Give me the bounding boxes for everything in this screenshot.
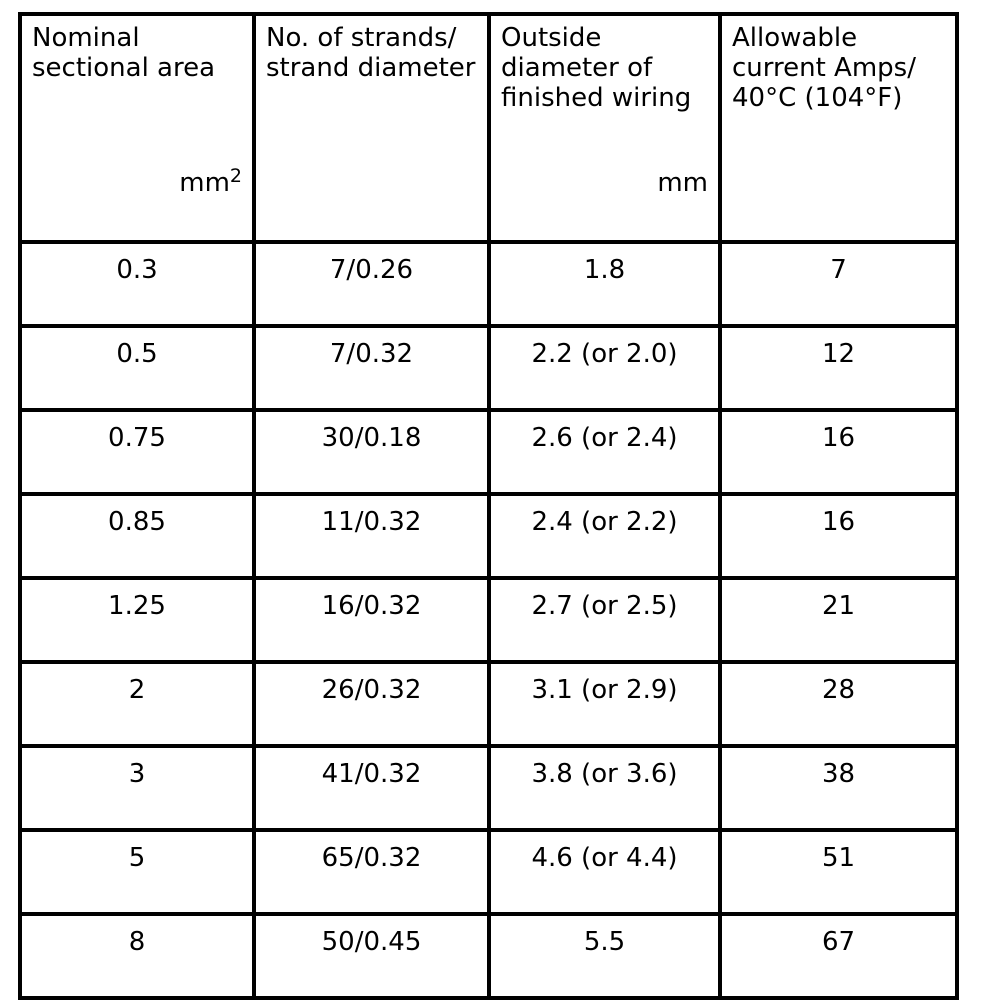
- unit-mm2: mm2: [179, 165, 242, 199]
- header-title-outside-diameter: Outside diameter of finished wiring: [501, 23, 692, 113]
- table-row: 0.5 7/0.32 2.2 (or 2.0) 12: [18, 324, 959, 412]
- cell-nominal-area: 8: [18, 912, 256, 1000]
- cell-strands: 26/0.32: [252, 660, 491, 748]
- cell-outside-diameter: 2.7 (or 2.5): [487, 576, 722, 664]
- cell-nominal-area: 0.85: [18, 492, 256, 580]
- cell-outside-diameter: 1.8: [487, 240, 722, 328]
- cell-nominal-area: 3: [18, 744, 256, 832]
- cell-allowable-current: 38: [718, 744, 959, 832]
- table-row: 5 65/0.32 4.6 (or 4.4) 51: [18, 828, 959, 916]
- table-row: 8 50/0.45 5.5 67: [18, 912, 959, 1000]
- cell-nominal-area: 0.5: [18, 324, 256, 412]
- cell-outside-diameter: 3.1 (or 2.9): [487, 660, 722, 748]
- cell-outside-diameter: 2.6 (or 2.4): [487, 408, 722, 496]
- wire-size-table: Nominal sectional area mm2 No. of strand…: [18, 12, 959, 1000]
- header-title-allowable-current: Allowable current Amps/ 40°C (104°F): [732, 23, 916, 113]
- cell-outside-diameter: 2.4 (or 2.2): [487, 492, 722, 580]
- cell-nominal-area: 2: [18, 660, 256, 748]
- header-outside-diameter: Outside diameter of finished wiring mm: [487, 12, 722, 244]
- cell-allowable-current: 12: [718, 324, 959, 412]
- cell-strands: 7/0.26: [252, 240, 491, 328]
- cell-outside-diameter: 3.8 (or 3.6): [487, 744, 722, 832]
- header-row: Nominal sectional area mm2 No. of strand…: [18, 12, 959, 244]
- cell-strands: 50/0.45: [252, 912, 491, 1000]
- cell-allowable-current: 21: [718, 576, 959, 664]
- cell-strands: 41/0.32: [252, 744, 491, 832]
- cell-allowable-current: 16: [718, 408, 959, 496]
- header-allowable-current: Allowable current Amps/ 40°C (104°F): [718, 12, 959, 244]
- header-title-nominal-sectional-area: Nominal sectional area: [32, 23, 216, 83]
- table-row: 3 41/0.32 3.8 (or 3.6) 38: [18, 744, 959, 832]
- table-row: 0.85 11/0.32 2.4 (or 2.2) 16: [18, 492, 959, 580]
- cell-allowable-current: 67: [718, 912, 959, 1000]
- cell-nominal-area: 0.75: [18, 408, 256, 496]
- cell-allowable-current: 28: [718, 660, 959, 748]
- cell-nominal-area: 5: [18, 828, 256, 916]
- cell-allowable-current: 7: [718, 240, 959, 328]
- cell-outside-diameter: 5.5: [487, 912, 722, 1000]
- header-strands-diameter: No. of strands/ strand diameter: [252, 12, 491, 244]
- cell-strands: 30/0.18: [252, 408, 491, 496]
- cell-outside-diameter: 2.2 (or 2.0): [487, 324, 722, 412]
- cell-allowable-current: 51: [718, 828, 959, 916]
- unit-base: mm: [657, 168, 708, 198]
- unit-mm: mm: [657, 168, 708, 198]
- cell-strands: 16/0.32: [252, 576, 491, 664]
- table-row: 0.3 7/0.26 1.8 7: [18, 240, 959, 328]
- unit-base: mm: [179, 168, 230, 198]
- header-nominal-sectional-area: Nominal sectional area mm2: [18, 12, 256, 244]
- cell-outside-diameter: 4.6 (or 4.4): [487, 828, 722, 916]
- cell-strands: 11/0.32: [252, 492, 491, 580]
- cell-nominal-area: 1.25: [18, 576, 256, 664]
- table-row: 1.25 16/0.32 2.7 (or 2.5) 21: [18, 576, 959, 664]
- cell-strands: 65/0.32: [252, 828, 491, 916]
- table-row: 2 26/0.32 3.1 (or 2.9) 28: [18, 660, 959, 748]
- cell-nominal-area: 0.3: [18, 240, 256, 328]
- cell-strands: 7/0.32: [252, 324, 491, 412]
- unit-superscript: 2: [229, 165, 242, 187]
- header-title-strands-diameter: No. of strands/ strand diameter: [266, 23, 476, 83]
- table-row: 0.75 30/0.18 2.6 (or 2.4) 16: [18, 408, 959, 496]
- cell-allowable-current: 16: [718, 492, 959, 580]
